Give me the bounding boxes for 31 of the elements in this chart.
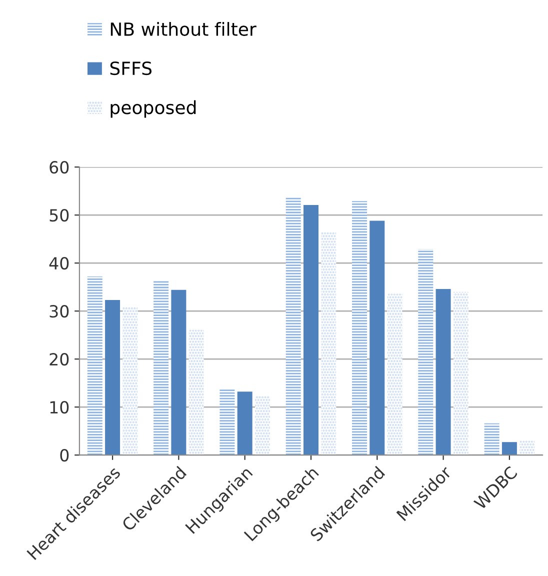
- bar: [502, 442, 517, 456]
- bar: [303, 204, 318, 456]
- legend-label: SFFS: [110, 61, 152, 76]
- y-tick-label: 30: [50, 305, 69, 318]
- bar: [220, 388, 235, 456]
- y-tick-label: 60: [50, 161, 69, 174]
- y-tick-label: 50: [50, 209, 69, 222]
- bar: [87, 276, 102, 456]
- y-tick-label: 20: [50, 353, 69, 366]
- legend-label: peoposed: [110, 100, 196, 118]
- y-tick-label: 10: [50, 401, 69, 414]
- bar: [387, 294, 402, 456]
- bar: [122, 306, 138, 456]
- bar: [188, 330, 204, 456]
- bar: [418, 249, 434, 456]
- legend-label: NB without filter: [110, 22, 256, 36]
- bar: [484, 423, 500, 456]
- bar: [352, 201, 367, 456]
- y-tick-label: 0: [60, 449, 69, 462]
- bar: [321, 232, 336, 456]
- bar: [237, 392, 252, 456]
- bar: [286, 197, 301, 456]
- bar: [453, 292, 468, 456]
- bar: [154, 280, 169, 456]
- bar: [436, 288, 451, 456]
- bar: [370, 220, 385, 456]
- bar: [171, 290, 186, 456]
- bar: [254, 396, 270, 456]
- bar: [105, 300, 120, 456]
- y-tick-label: 40: [49, 257, 69, 270]
- bar: [520, 440, 535, 456]
